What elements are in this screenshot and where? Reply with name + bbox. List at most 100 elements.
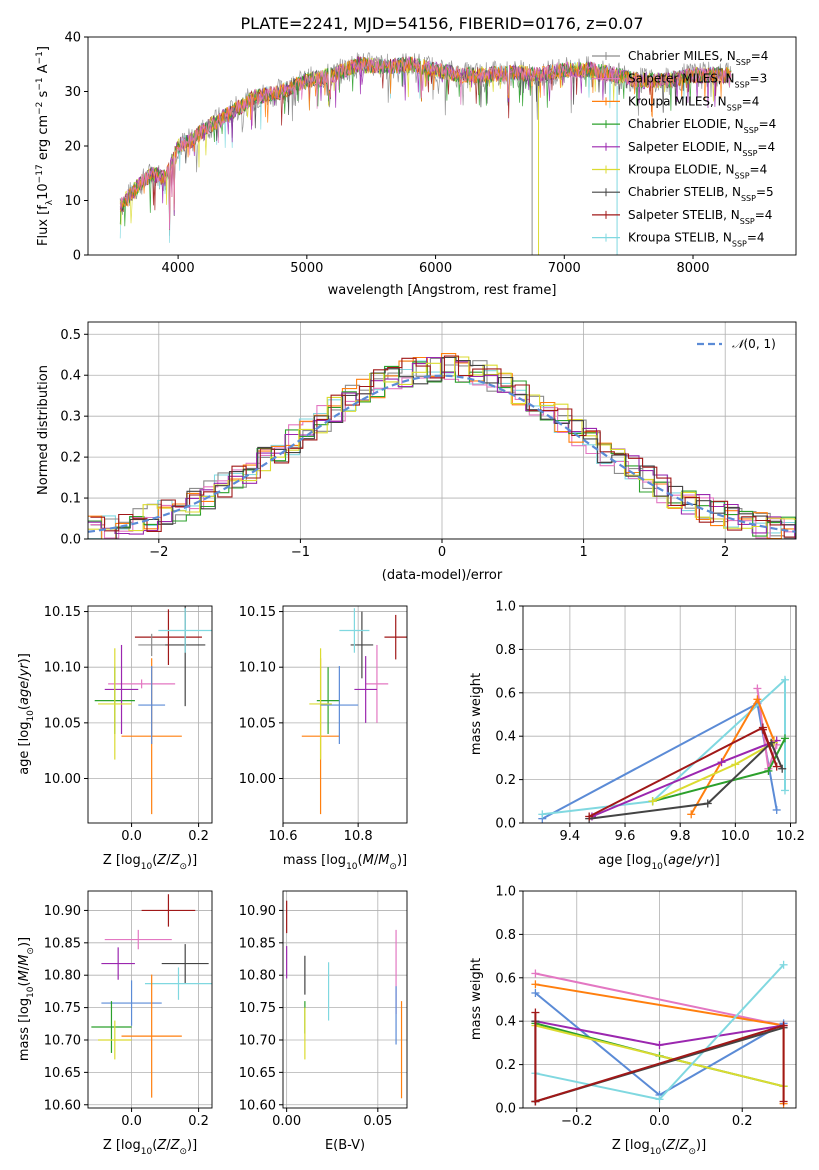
x-tick-label: −1 [291, 545, 310, 560]
errorbar-point [108, 679, 176, 689]
axes-age_vs_Z: 0.0 0.2 10.00 10.05 10.10 10.15 Z [log10(Z/Z⊙)… [17, 605, 213, 872]
y-tick-label: 1.0 [495, 600, 516, 615]
spectrum-line-1 [119, 56, 732, 230]
x-tick-label: 9.4 [560, 829, 581, 844]
y-axis-label: mass weight [469, 958, 484, 1040]
axes-frame [282, 605, 408, 824]
errorbar-point [365, 644, 389, 723]
errorbar-point [98, 648, 132, 760]
weight-line [535, 972, 784, 1027]
y-tick-label: 0.4 [495, 730, 516, 745]
x-axis-label: E(B-V) [325, 1138, 365, 1153]
errorbar-point [91, 1001, 132, 1053]
y-tick-label: 10.70 [44, 1033, 81, 1048]
weight-line [588, 726, 778, 818]
weight-line [591, 739, 778, 818]
y-tick-label: 10.15 [44, 605, 81, 620]
axes-mass_vs_EBV: 0.00 0.05 10.60 10.65 10.70 10.75 10.80 10.85 10… [239, 890, 408, 1153]
x-tick-label: 0.0 [121, 1114, 142, 1129]
residual-histogram-0 [90, 357, 796, 539]
y-tick-label: 0.6 [495, 686, 516, 701]
axes-spectrum: 4000 5000 6000 7000 8000 0 10 20 30 40 wavelength … [35, 31, 797, 298]
y-tick-label: 0.5 [60, 328, 81, 343]
x-tick-label: 10.8 [344, 829, 373, 844]
y-tick-label: 10.00 [239, 772, 276, 787]
plot-area-spectrum [119, 52, 732, 255]
y-tick-label: 10.90 [44, 904, 81, 919]
y-tick-label: 0.8 [495, 928, 516, 943]
x-tick-label: 10.2 [776, 829, 805, 844]
x-tick-label: 0.0 [121, 829, 142, 844]
errorbar-point [320, 666, 359, 744]
x-tick-label: 0.0 [649, 1114, 670, 1129]
x-tick-label: 6000 [419, 261, 452, 276]
errorbar-point [138, 633, 166, 657]
y-tick-label: 0.2 [495, 773, 516, 788]
x-tick-label: 1 [579, 545, 587, 560]
axes-frame [282, 890, 408, 1109]
x-axis-label: Z [log10(Z/Z⊙)] [103, 1138, 197, 1157]
errorbar-point [101, 980, 162, 1026]
x-tick-label: 7000 [548, 261, 581, 276]
x-tick-label: 10.6 [269, 829, 298, 844]
y-tick-label: 0.4 [60, 369, 81, 384]
errorbar-point [144, 967, 212, 1000]
y-tick-label: 10.75 [239, 1001, 276, 1016]
figure-title: PLATE=2241, MJD=54156, FIBERID=0176, z=0… [240, 14, 643, 33]
x-axis-label: (data-model)/error [382, 568, 503, 583]
x-tick-label: −0.2 [561, 1114, 593, 1129]
weight-line [589, 740, 784, 820]
axes-frame [87, 321, 797, 540]
axes-mass_vs_Z: 0.0 0.2 10.60 10.65 10.70 10.75 10.80 10.85 10.9… [17, 890, 213, 1157]
axes-frame [87, 36, 797, 256]
legend-entry: Kroupa STELIB, NSSP=4 [628, 231, 765, 249]
errorbar-point [134, 609, 202, 665]
y-tick-label: 10 [64, 194, 81, 209]
x-tick-label: 0.2 [188, 1114, 209, 1129]
spectrum-legend: Chabrier MILES, NSSP=4 Salpeter MILES, NS… [592, 49, 776, 248]
y-tick-label: 10.05 [239, 716, 276, 731]
y-tick-label: 10.90 [239, 904, 276, 919]
x-tick-label: 0.2 [732, 1114, 753, 1129]
y-tick-label: 10.15 [239, 605, 276, 620]
errorbar-point [158, 608, 212, 653]
x-tick-label: 8000 [676, 261, 709, 276]
x-axis-label: wavelength [Angstrom, rest frame] [328, 283, 557, 298]
y-tick-label: 10.75 [44, 1001, 81, 1016]
axes-frame [87, 605, 213, 824]
legend-entry: Salpeter MILES, NSSP=3 [628, 72, 767, 90]
plot-area-age_vs_mass [283, 606, 407, 823]
x-tick-label: 2 [721, 545, 729, 560]
legend-entry: Chabrier ELODIE, NSSP=4 [628, 117, 776, 135]
y-tick-label: 20 [64, 140, 81, 155]
y-tick-label: 10.05 [44, 716, 81, 731]
x-tick-label: 0 [438, 545, 446, 560]
y-tick-label: 0.0 [60, 533, 81, 548]
axes-residuals: −2 −1 0 1 2 0.0 0.1 0.2 0.3 0.4 0.5 (data-model)/er… [36, 321, 797, 583]
x-tick-label: 10.0 [721, 829, 750, 844]
y-tick-label: 0.3 [60, 410, 81, 425]
y-tick-label: 0.4 [495, 1015, 516, 1030]
y-tick-label: 0.1 [60, 492, 81, 507]
x-tick-label: 0.2 [188, 829, 209, 844]
axes-frame [87, 890, 213, 1109]
weight-line [652, 741, 775, 803]
errorbar-point [384, 614, 407, 660]
errorbar-point [138, 666, 166, 744]
y-tick-label: 40 [64, 31, 81, 46]
errorbar-point [104, 644, 139, 734]
y-tick-label: 10.65 [44, 1066, 81, 1081]
y-tick-label: 0.2 [495, 1058, 516, 1073]
errorbar-point [121, 974, 182, 1098]
weight-line [535, 1024, 784, 1088]
plot-area-residuals [88, 322, 796, 539]
plot-area-massweight_vs_Z [523, 891, 796, 1108]
y-tick-label: 10.00 [44, 772, 81, 787]
x-axis-label: Z [log10(Z/Z⊙)] [612, 1138, 706, 1157]
y-axis-label: Normed distribution [36, 365, 51, 495]
y-tick-label: 0.6 [495, 971, 516, 986]
legend-entry: Chabrier STELIB, NSSP=5 [628, 185, 774, 203]
axes-frame [522, 890, 797, 1109]
y-tick-label: 10.60 [44, 1098, 81, 1113]
